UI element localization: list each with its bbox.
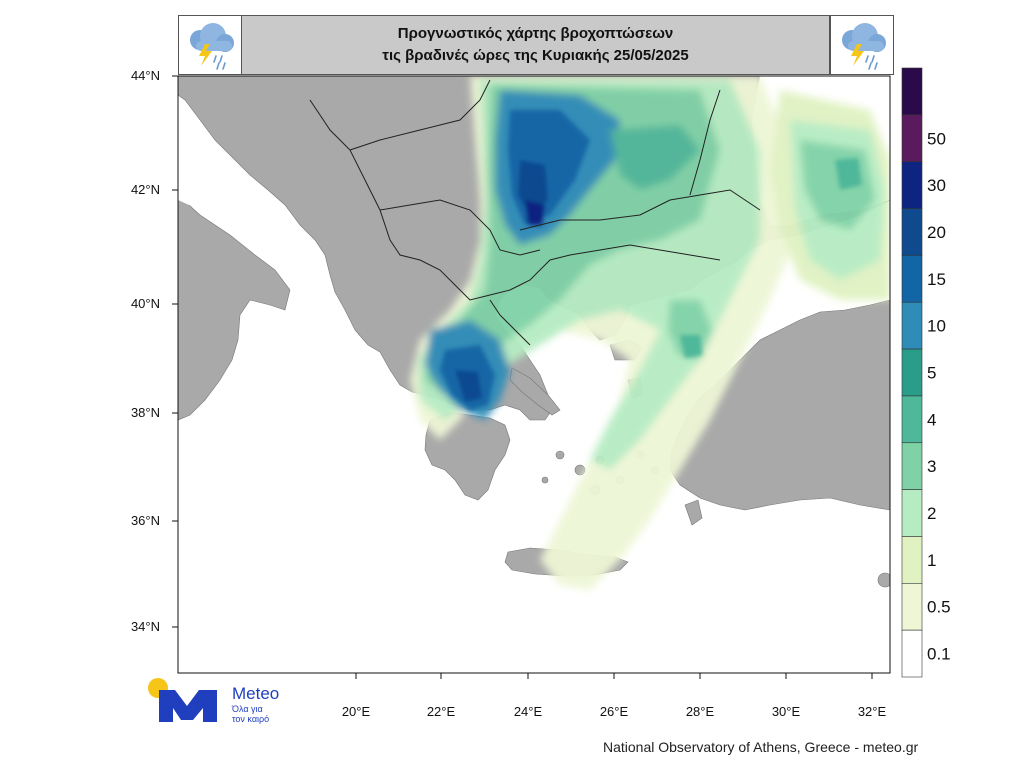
legend-label: 0.5 — [927, 598, 951, 617]
legend-label: 10 — [927, 317, 946, 336]
legend-label: 15 — [927, 270, 946, 289]
title-line-1: Προγνωστικός χάρτης βροχοπτώσεων — [397, 25, 674, 42]
legend-label: 20 — [927, 223, 946, 242]
legend-swatch — [901, 395, 923, 444]
legend-swatch — [901, 536, 923, 584]
lon-label-20: 20°E — [342, 704, 371, 719]
legend-label: 30 — [927, 176, 946, 195]
precipitation-field — [410, 76, 890, 590]
legend-swatch — [901, 161, 923, 209]
lat-label-36: 36°N — [131, 513, 160, 528]
rain-cloud-lightning-icon — [842, 23, 886, 70]
legend-swatch — [901, 255, 923, 303]
legend-swatch — [901, 629, 923, 678]
latitude-axis: 44°N 42°N 40°N 38°N 36°N 34°N — [131, 68, 178, 634]
country-borders — [309, 79, 761, 346]
lon-label-30: 30°E — [772, 704, 801, 719]
legend-label: 50 — [927, 129, 946, 148]
lat-label-40: 40°N — [131, 296, 160, 311]
legend-swatch — [901, 348, 923, 397]
weather-icon-right — [830, 15, 894, 75]
logo-tagline-2: τον καιρό — [232, 714, 270, 724]
legend-label: 1 — [927, 551, 936, 570]
logo-tagline-1: Όλα για — [232, 704, 263, 714]
lon-label-28: 28°E — [686, 704, 715, 719]
legend-swatch — [901, 489, 923, 537]
lat-label-44: 44°N — [131, 68, 160, 83]
footer-credit: National Observatory of Athens, Greece -… — [603, 739, 919, 755]
map-canvas — [178, 76, 890, 673]
legend-label: 3 — [927, 457, 936, 476]
legend-swatch — [901, 301, 923, 350]
legend-label: 0.1 — [927, 645, 951, 664]
legend-swatch — [901, 67, 923, 116]
logo-name: Meteo — [232, 684, 280, 703]
legend-swatch — [901, 114, 923, 162]
legend-label: 5 — [927, 364, 936, 383]
legend-label: 4 — [927, 410, 936, 429]
weather-icon-left — [178, 15, 242, 75]
lon-label-24: 24°E — [514, 704, 543, 719]
precipitation-legend: 50 30 20 15 10 5 4 3 2 1 0.5 0.1 — [901, 67, 951, 678]
lon-label-32: 32°E — [858, 704, 887, 719]
map-frame — [177, 75, 891, 674]
legend-label: 2 — [927, 504, 936, 523]
lat-label-34: 34°N — [131, 619, 160, 634]
lon-label-26: 26°E — [600, 704, 629, 719]
meteo-logo-mark — [148, 678, 217, 722]
lon-label-22: 22°E — [427, 704, 456, 719]
lat-label-38: 38°N — [131, 405, 160, 420]
rain-cloud-lightning-icon — [190, 23, 234, 70]
legend-swatch — [901, 583, 923, 631]
map-title: Προγνωστικός χάρτης βροχοπτώσεων τις βρα… — [241, 15, 830, 75]
legend-swatch — [901, 208, 923, 256]
legend-swatch — [901, 442, 923, 490]
longitude-axis: 20°E 22°E 24°E 26°E 28°E 30°E 32°E — [342, 673, 887, 719]
lat-label-42: 42°N — [131, 182, 160, 197]
title-line-2: τις βραδινές ώρες της Κυριακής 25/05/202… — [382, 47, 689, 64]
